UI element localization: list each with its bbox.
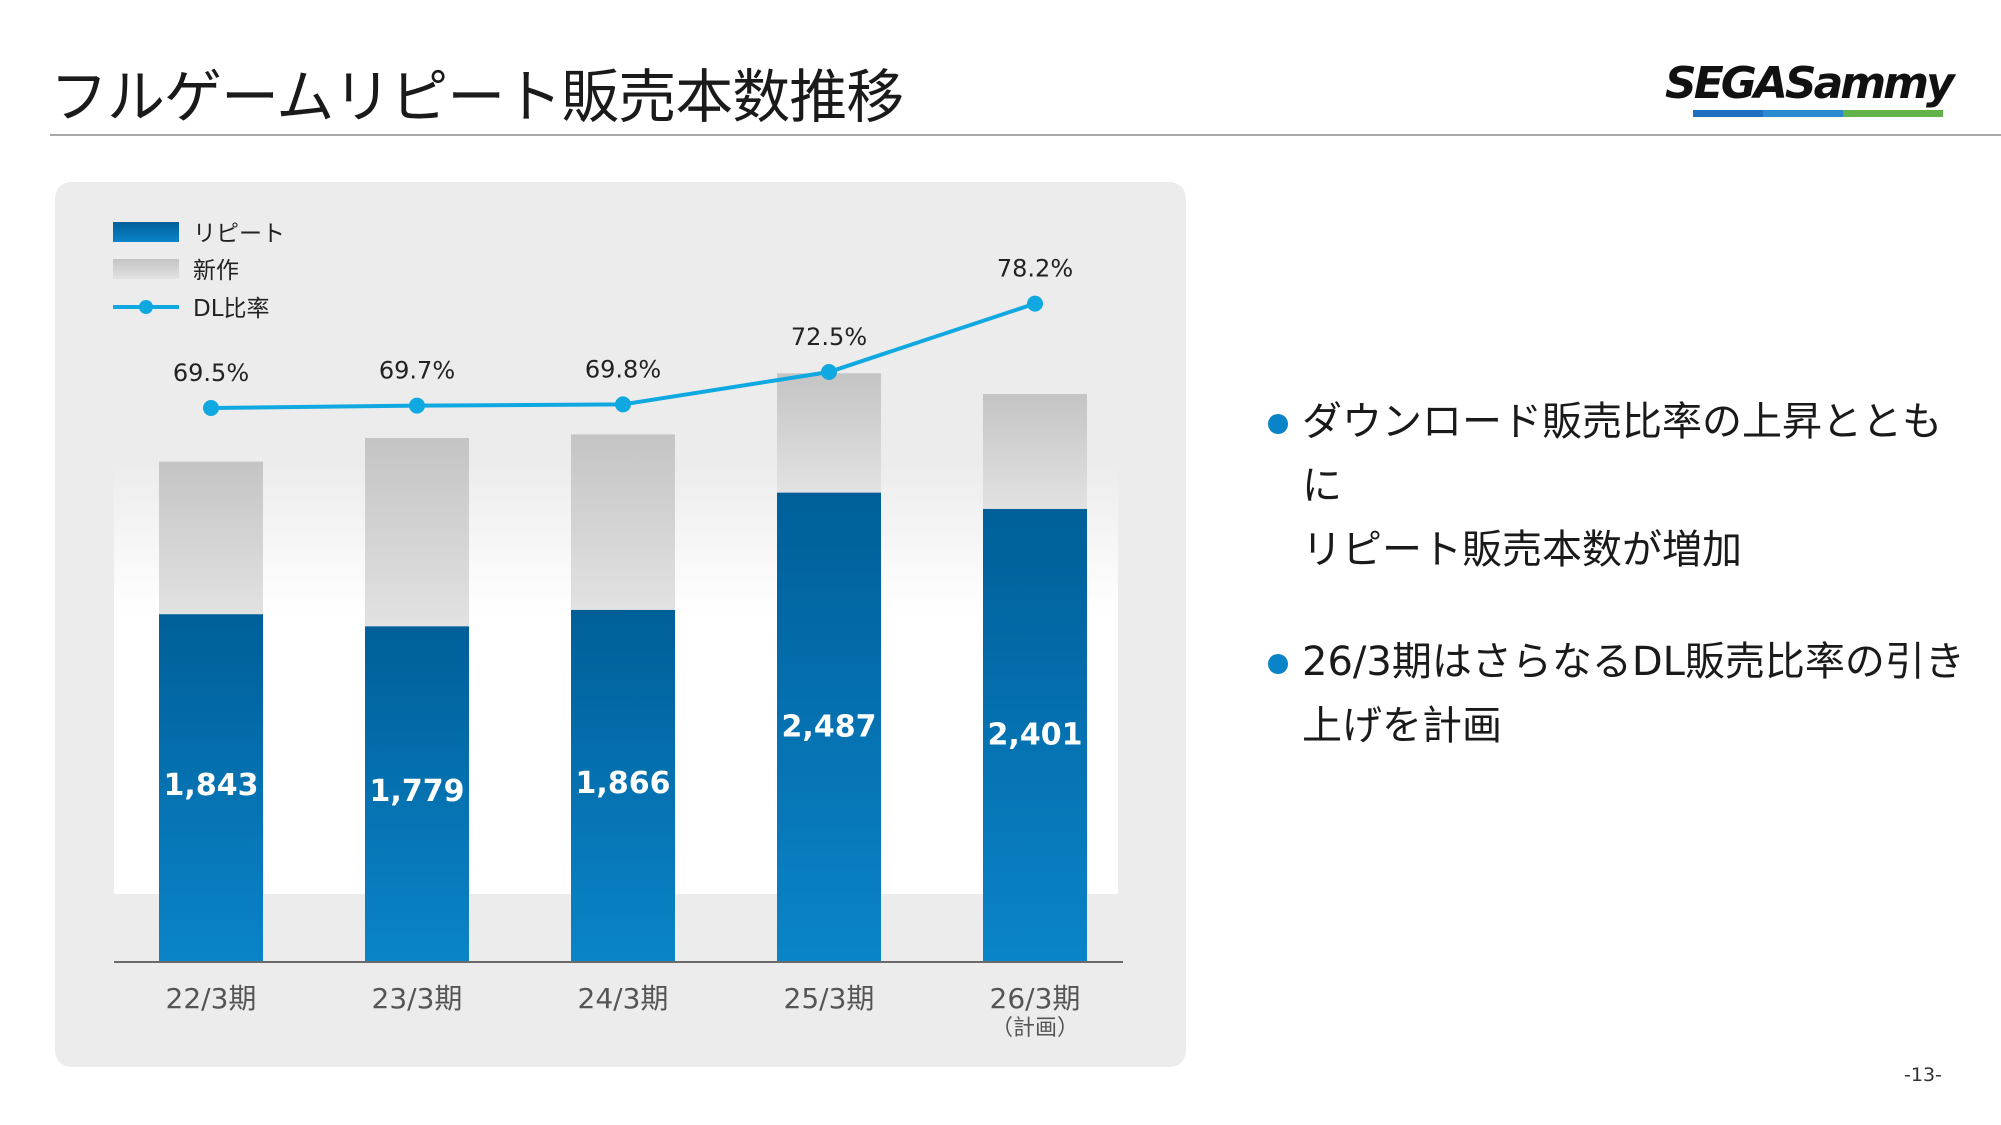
- bar-new: [777, 373, 881, 493]
- dl-ratio-point: [409, 397, 425, 414]
- bar-new: [571, 434, 675, 610]
- bullet-dot-icon: [1268, 654, 1288, 674]
- x-tick-label: 22/3期: [166, 982, 257, 1015]
- bar-value-label: 1,843: [164, 768, 259, 803]
- dl-ratio-label: 69.8%: [585, 355, 661, 383]
- dl-ratio-label: 72.5%: [791, 323, 867, 351]
- legend: リピート 新作 DL比率: [113, 221, 285, 322]
- dl-ratio-point: [1027, 295, 1043, 312]
- bar-repeat: [571, 609, 675, 962]
- x-tick-label: 26/3期: [990, 982, 1081, 1015]
- bar-value-label: 2,487: [782, 710, 877, 745]
- legend-label-new: 新作: [193, 258, 239, 284]
- logo-color-bar: [1693, 110, 1943, 117]
- bar-new: [983, 394, 1087, 509]
- title-divider: [50, 134, 2001, 136]
- bullet-line: ダウンロード販売比率の上昇とともに: [1302, 399, 1942, 509]
- legend-label-repeat: リピート: [193, 221, 285, 247]
- dl-ratio-point: [821, 364, 837, 380]
- dl-ratio-point: [615, 396, 631, 413]
- bar-repeat: [777, 492, 881, 962]
- repeat-sales-chart: リピート 新作 DL比率 69.5% 69.7% 69.8% 72.5% 78.2% 1…: [113, 221, 1123, 1041]
- bar-repeat: [365, 626, 469, 962]
- dl-ratio-label: 69.5%: [173, 359, 249, 387]
- bar-value-label: 1,779: [370, 774, 465, 809]
- bullet-line: リピート販売本数が増加: [1302, 527, 1742, 573]
- bullet-line: 上げを計画: [1302, 703, 1502, 749]
- legend-swatch-repeat: [113, 222, 179, 242]
- bullet-dot-icon: [1268, 414, 1288, 434]
- bar-new: [159, 461, 263, 615]
- logo-wordmark: SEGASammy: [1665, 58, 1955, 109]
- dl-ratio-label: 78.2%: [997, 255, 1073, 283]
- bar-new: [365, 438, 469, 627]
- x-tick-label: 24/3期: [578, 982, 669, 1015]
- legend-label-dl-ratio: DL比率: [193, 296, 270, 322]
- legend-swatch-new: [113, 259, 179, 279]
- bullet-list: ダウンロード販売比率の上昇とともに リピート販売本数が増加 26/3期はさらなる…: [1268, 390, 1968, 806]
- segasammy-logo: SEGASammy: [1665, 58, 1955, 120]
- bullet-line: 26/3期はさらなるDL販売比率の引き: [1302, 639, 1965, 685]
- bar-value-label: 1,866: [576, 766, 671, 801]
- bullet-item: ダウンロード販売比率の上昇とともに リピート販売本数が増加: [1268, 390, 1968, 582]
- bar-repeat: [159, 614, 263, 962]
- page-title: フルゲームリピート販売本数推移: [50, 63, 904, 131]
- bullet-item: 26/3期はさらなるDL販売比率の引き 上げを計画: [1268, 630, 1968, 758]
- page-number: -13-: [1904, 1064, 1942, 1086]
- x-tick-label: 25/3期: [784, 982, 875, 1015]
- dl-ratio-label: 69.7%: [379, 357, 455, 385]
- x-tick-note: （計画）: [991, 1016, 1079, 1041]
- bar-repeat: [983, 508, 1087, 962]
- dl-ratio-point: [203, 400, 219, 416]
- x-tick-label: 23/3期: [372, 982, 463, 1015]
- bar-value-label: 2,401: [988, 717, 1083, 752]
- legend-swatch-line-marker: [139, 300, 153, 314]
- chart-panel: リピート 新作 DL比率 69.5% 69.7% 69.8% 72.5% 78.2% 1…: [55, 182, 1186, 1067]
